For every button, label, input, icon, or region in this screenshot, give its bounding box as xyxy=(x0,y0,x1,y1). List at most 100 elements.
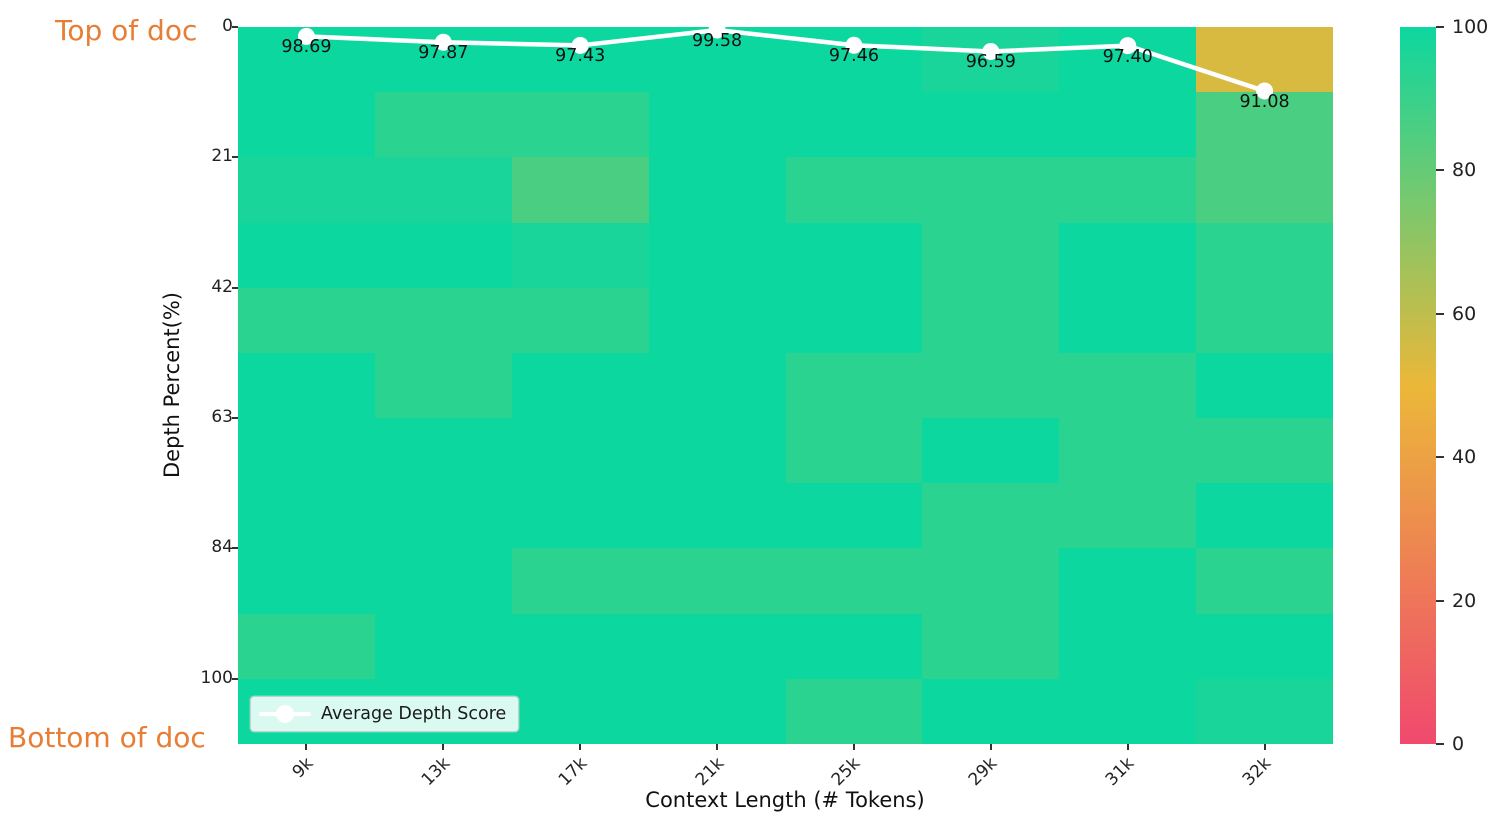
heatmap-cell xyxy=(785,92,923,158)
heatmap-cell xyxy=(374,92,512,158)
bottom-of-doc-annotation: Bottom of doc xyxy=(8,721,206,754)
heatmap-cell xyxy=(1196,157,1333,223)
heatmap-cell xyxy=(1196,222,1333,288)
top-of-doc-annotation: Top of doc xyxy=(55,14,198,47)
colorbar-tick-mark xyxy=(1436,26,1444,28)
average-line-path xyxy=(304,27,1267,94)
heatmap-cell xyxy=(648,352,786,419)
x-tick-label: 25k xyxy=(828,753,865,790)
heatmap-cell xyxy=(374,352,512,419)
x-tick-mark xyxy=(852,744,855,750)
data-point-value-label: 96.59 xyxy=(965,52,1016,73)
heatmap-cell xyxy=(238,92,375,158)
heatmap-cell xyxy=(374,157,512,223)
x-tick-mark xyxy=(1126,744,1129,750)
heatmap-cell xyxy=(785,678,923,744)
heatmap-cell xyxy=(238,352,375,419)
heatmap-cell xyxy=(238,613,375,679)
heatmap-cell xyxy=(1059,613,1197,679)
colorbar-tick-label: 100 xyxy=(1452,16,1489,38)
data-point-value-label: 97.40 xyxy=(1102,46,1153,67)
heatmap-cell xyxy=(511,483,649,549)
data-point-marker xyxy=(1256,82,1274,100)
heatmap-cell xyxy=(648,613,786,679)
heatmap-cell xyxy=(922,157,1060,223)
heatmap-cell xyxy=(511,287,649,353)
x-tick-label: 29k xyxy=(965,753,1002,790)
heatmap-cell xyxy=(785,548,923,614)
data-point-value-label: 91.08 xyxy=(1239,91,1290,112)
heatmap-cell xyxy=(1059,222,1197,288)
colorbar xyxy=(1400,27,1436,744)
y-tick-label: 0 xyxy=(222,16,233,36)
y-tick-label: 21 xyxy=(211,146,233,167)
heatmap-cell xyxy=(374,222,512,288)
heatmap-grid xyxy=(238,27,1333,744)
heatmap-cell xyxy=(922,613,1060,679)
colorbar-tick-mark xyxy=(1436,743,1444,745)
heatmap-cell xyxy=(785,287,923,353)
heatmap-cell xyxy=(1196,418,1333,484)
heatmap-cell xyxy=(922,418,1060,484)
y-tick-mark xyxy=(232,417,238,420)
heatmap-cell xyxy=(1196,92,1333,158)
heatmap-cell xyxy=(374,613,512,679)
heatmap-cell xyxy=(1059,548,1197,614)
heatmap-cell xyxy=(238,287,375,353)
heatmap-cell xyxy=(922,548,1060,614)
x-tick-label: 21k xyxy=(691,753,728,790)
data-point-marker xyxy=(1119,37,1137,55)
x-tick-mark xyxy=(989,744,992,750)
heatmap-cell xyxy=(922,92,1060,158)
heatmap-cell xyxy=(648,548,786,614)
plot-area: 98.69 97.87 97.43 99.58 97.46 96.59 97.40 91.08… xyxy=(201,18,1333,790)
heatmap-cell xyxy=(1059,157,1197,223)
y-tick-mark xyxy=(232,156,238,159)
heatmap-cell xyxy=(922,352,1060,419)
data-point-marker xyxy=(297,27,315,45)
y-tick-mark xyxy=(232,547,238,550)
y-tick-mark xyxy=(232,26,238,28)
data-point-value-label: 97.43 xyxy=(555,46,606,67)
legend: Average Depth Score xyxy=(250,696,520,732)
data-point-marker xyxy=(434,33,452,51)
colorbar-tick-mark xyxy=(1436,456,1444,459)
x-tick-mark xyxy=(579,744,582,750)
legend-label: Average Depth Score xyxy=(321,704,507,724)
heatmap-cell xyxy=(374,548,512,614)
data-point-value-label: 97.87 xyxy=(418,43,469,64)
colorbar-tick-mark xyxy=(1436,312,1444,315)
x-axis-title: Context Length (# Tokens) xyxy=(645,788,925,812)
data-point-marker xyxy=(571,36,589,54)
y-tick-mark xyxy=(232,286,238,289)
y-tick-label: 63 xyxy=(211,407,233,428)
x-tick-label: 32k xyxy=(1238,753,1276,790)
heatmap-cell xyxy=(374,287,512,353)
colorbar-tick-label: 20 xyxy=(1452,589,1477,612)
x-tick-mark xyxy=(1263,744,1266,750)
heatmap-cell xyxy=(785,613,923,679)
heatmap-cell xyxy=(374,418,512,484)
heatmap-cell xyxy=(511,678,649,744)
colorbar-tick-mark xyxy=(1436,599,1444,602)
data-point-value-label: 98.69 xyxy=(281,37,332,58)
heatmap-cell xyxy=(922,678,1060,744)
x-tick-mark xyxy=(716,744,719,750)
heatmap-cell xyxy=(785,222,923,288)
heatmap-cell xyxy=(922,222,1060,288)
heatmap-cell xyxy=(1196,287,1333,353)
heatmap-cell xyxy=(648,418,786,484)
heatmap-cell xyxy=(511,613,649,679)
heatmap-cell xyxy=(1196,27,1333,93)
average-depth-score-line xyxy=(297,27,1274,100)
y-tick-mark xyxy=(232,677,238,680)
colorbar-tick-label: 80 xyxy=(1452,159,1477,182)
heatmap-cell xyxy=(648,92,786,158)
heatmap-cell xyxy=(238,157,375,223)
heatmap-cell xyxy=(1196,352,1333,419)
heatmap-cell xyxy=(1196,548,1333,614)
colorbar-tick-mark xyxy=(1436,169,1444,172)
heatmap-cell xyxy=(1196,678,1333,744)
y-axis-title: Depth Percent(%) xyxy=(160,292,184,478)
colorbar-tick-label: 0 xyxy=(1452,733,1465,755)
